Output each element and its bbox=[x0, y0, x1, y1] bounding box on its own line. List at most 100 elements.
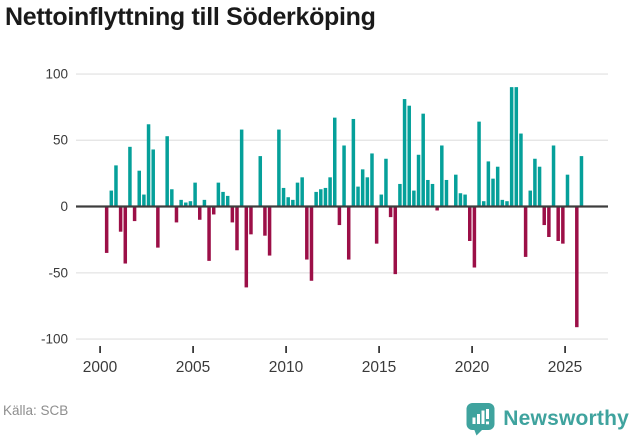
bar-quarter-6 bbox=[128, 146, 132, 207]
bar-quarter-90 bbox=[519, 133, 523, 207]
bar-quarter-30 bbox=[239, 129, 244, 207]
bar-quarter-86 bbox=[500, 199, 505, 207]
bar-quarter-26 bbox=[221, 191, 225, 207]
bar-quarter-15 bbox=[170, 189, 174, 207]
bar-quarter-17 bbox=[179, 199, 183, 207]
bar-quarter-78 bbox=[463, 194, 467, 207]
gridlines bbox=[76, 73, 608, 340]
bar-quarter-91 bbox=[523, 206, 528, 257]
bar-quarter-45 bbox=[309, 206, 314, 281]
newsworthy-badge-icon bbox=[466, 403, 495, 436]
bar-quarter-51 bbox=[337, 206, 342, 226]
bar-quarter-71 bbox=[430, 183, 435, 207]
bar-quarter-35 bbox=[263, 206, 267, 236]
bar-quarter-99 bbox=[561, 206, 565, 244]
x-tick bbox=[378, 346, 380, 353]
bar-quarter-63 bbox=[393, 206, 398, 275]
bar-quarter-8 bbox=[137, 170, 141, 207]
bar-quarter-57 bbox=[365, 177, 370, 207]
bar-quarter-20 bbox=[193, 182, 197, 207]
x-axis-ticks bbox=[99, 346, 566, 353]
x-axis-labels: 2000 2005 2010 2015 2020 2025 bbox=[83, 359, 582, 376]
bar-quarter-9 bbox=[142, 194, 146, 207]
bar-quarter-69 bbox=[421, 113, 425, 207]
bar-quarter-94 bbox=[537, 166, 542, 207]
bar-quarter-88 bbox=[509, 87, 514, 207]
bar-quarter-19 bbox=[188, 201, 193, 207]
bar-quarter-32 bbox=[249, 206, 253, 235]
newsworthy-wordmark: Newsworthy bbox=[503, 407, 629, 430]
bar-quarter-18 bbox=[184, 202, 188, 207]
bar-quarter-38 bbox=[277, 129, 281, 207]
bar-quarter-87 bbox=[505, 201, 509, 207]
bar-quarter-41 bbox=[291, 199, 295, 207]
bar-quarter-48 bbox=[323, 187, 328, 207]
x-tick bbox=[99, 346, 101, 353]
bar-quarter-102 bbox=[575, 206, 579, 328]
bar-quarter-77 bbox=[458, 193, 463, 207]
y-tick-label: 0 bbox=[60, 199, 68, 214]
gridline-100 bbox=[76, 73, 608, 75]
bar-quarter-67 bbox=[412, 190, 416, 207]
bar-quarter-43 bbox=[300, 177, 304, 207]
bar-quarter-83 bbox=[486, 161, 491, 207]
bar-quarter-7 bbox=[132, 206, 137, 222]
bar-quarter-12 bbox=[156, 206, 160, 248]
bar-quarter-42 bbox=[295, 182, 300, 207]
x-tick-label: 2025 bbox=[548, 359, 582, 376]
bar-quarter-5 bbox=[123, 206, 128, 264]
bar-quarter-97 bbox=[551, 145, 556, 207]
bar-quarter-74 bbox=[444, 179, 449, 207]
zero-axis-line bbox=[76, 205, 608, 208]
bar-quarter-72 bbox=[435, 206, 439, 211]
bar-quarter-49 bbox=[328, 177, 332, 207]
bar-quarter-54 bbox=[351, 118, 356, 207]
bar-quarter-55 bbox=[356, 186, 360, 207]
bar-quarter-79 bbox=[468, 206, 472, 241]
bar-quarter-61 bbox=[384, 158, 388, 207]
bar-quarter-84 bbox=[491, 178, 495, 207]
bar-quarter-14 bbox=[165, 136, 169, 207]
y-tick-label: 100 bbox=[45, 67, 68, 82]
bar-quarter-52 bbox=[342, 145, 346, 207]
bar-quarter-36 bbox=[267, 206, 272, 256]
bar-quarter-62 bbox=[388, 206, 393, 218]
bar-quarter-31 bbox=[244, 206, 249, 288]
bar-quarter-89 bbox=[514, 87, 519, 207]
bar-quarter-22 bbox=[202, 199, 207, 207]
x-tick-label: 2020 bbox=[455, 359, 490, 376]
y-tick-label: 50 bbox=[53, 133, 68, 148]
bar-quarter-53 bbox=[346, 206, 351, 260]
bar-quarter-27 bbox=[225, 195, 230, 207]
newsworthy-logo[interactable]: Newsworthy bbox=[466, 402, 629, 436]
bar-quarter-93 bbox=[533, 158, 537, 207]
bar-quarter-21 bbox=[198, 206, 202, 220]
gridline-neg50 bbox=[76, 272, 608, 274]
bar-quarter-3 bbox=[114, 165, 118, 207]
gridline-neg100 bbox=[76, 338, 608, 340]
bar-quarter-66 bbox=[407, 105, 411, 207]
bar-quarter-60 bbox=[379, 194, 384, 207]
gridline-50 bbox=[76, 139, 608, 141]
bar-quarter-24 bbox=[211, 206, 216, 215]
bar-quarter-81 bbox=[477, 121, 481, 207]
y-axis-labels: 100 50 0 -50 -100 bbox=[41, 67, 68, 347]
y-tick-label: -50 bbox=[48, 265, 68, 280]
bar-quarter-100 bbox=[565, 174, 570, 207]
bar-quarter-92 bbox=[528, 190, 533, 207]
bar-quarter-10 bbox=[146, 124, 151, 207]
bar-quarter-58 bbox=[370, 153, 374, 207]
bar-quarter-73 bbox=[440, 145, 444, 207]
bar-quarter-68 bbox=[416, 154, 421, 207]
x-tick-label: 2000 bbox=[83, 359, 118, 376]
bar-quarter-103 bbox=[579, 156, 584, 207]
bar-quarter-82 bbox=[481, 201, 486, 207]
bar-quarter-16 bbox=[174, 206, 179, 223]
bar-quarter-47 bbox=[319, 189, 323, 207]
bar-chart: 100 50 0 -50 -100 2000 2005 2010 2015 20… bbox=[41, 67, 608, 376]
source-note: Källa: SCB bbox=[3, 403, 69, 418]
bar-series bbox=[104, 87, 584, 328]
bar-quarter-39 bbox=[281, 187, 286, 207]
bar-quarter-23 bbox=[207, 206, 211, 261]
